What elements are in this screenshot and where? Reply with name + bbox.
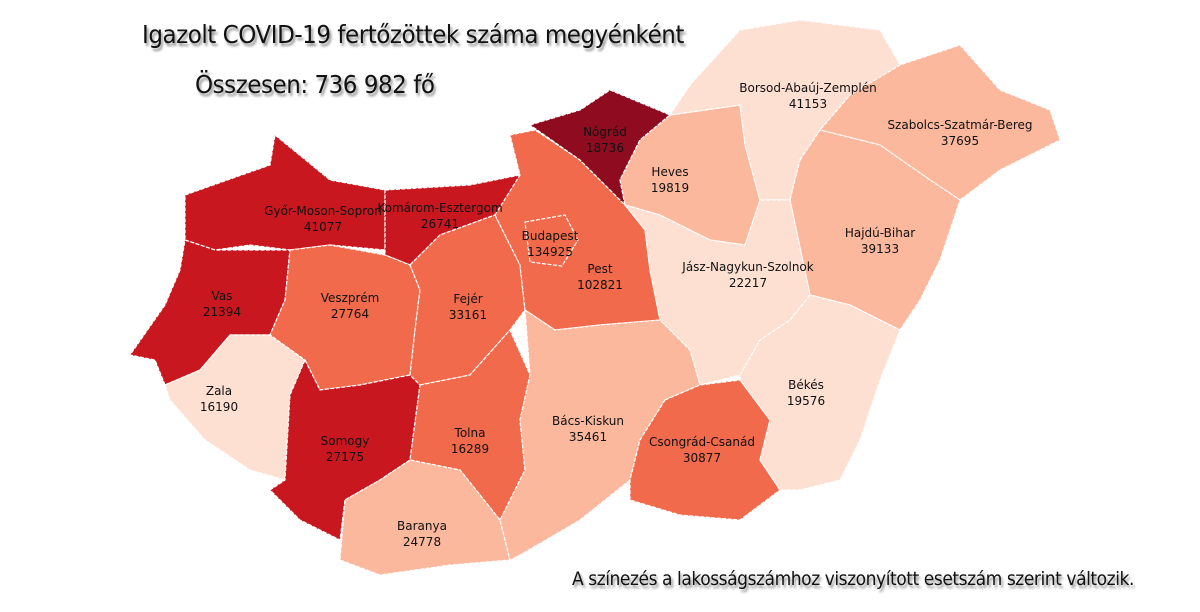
county-cases-budapest: 134925	[527, 245, 573, 259]
county-cases-vas: 21394	[203, 305, 241, 319]
county-cases-fejer: 33161	[449, 308, 487, 322]
county-cases-bacs: 35461	[569, 430, 607, 444]
county-cases-borsod: 41153	[789, 97, 827, 111]
county-cases-zala: 16190	[200, 400, 238, 414]
county-cases-komarom: 26741	[421, 217, 459, 231]
county-nograd	[528, 89, 672, 207]
county-name-budapest: Budapest	[522, 229, 579, 243]
county-fejer	[409, 214, 526, 386]
county-cases-veszprem: 27764	[331, 307, 369, 321]
county-name-heves: Heves	[651, 165, 688, 179]
county-name-nograd: Nógrád	[583, 125, 627, 139]
county-name-komarom: Komárom-Esztergom	[377, 201, 502, 215]
county-name-pest: Pest	[587, 262, 612, 276]
county-cases-szabolcs: 37695	[941, 134, 979, 148]
county-cases-jasz: 22217	[729, 276, 767, 290]
county-labels: Győr-Moson-Sopron 41077 Komárom-Esztergom 2…	[200, 81, 1033, 549]
county-cases-csongrad: 30877	[683, 451, 721, 465]
county-shapes	[128, 19, 1061, 576]
county-name-tolna: Tolna	[454, 426, 486, 440]
county-cases-pest: 102821	[577, 278, 623, 292]
county-name-somogy: Somogy	[321, 434, 370, 448]
county-name-csongrad: Csongrád-Csanád	[649, 435, 755, 449]
county-bekes	[739, 294, 901, 491]
county-cases-gyor: 41077	[304, 220, 342, 234]
county-cases-heves: 19819	[651, 181, 689, 195]
county-cases-nograd: 18736	[586, 141, 624, 155]
county-csongrad	[629, 379, 781, 521]
county-name-borsod: Borsod-Abaúj-Zemplén	[739, 81, 876, 95]
county-name-hajdu: Hajdú-Bihar	[845, 226, 915, 240]
county-cases-somogy: 27175	[326, 450, 364, 464]
county-name-gyor: Győr-Moson-Sopron	[264, 204, 382, 218]
total-cases: Összesen: 736 982 fő	[195, 70, 435, 99]
county-veszprem	[269, 244, 421, 391]
county-cases-tolna: 16289	[451, 442, 489, 456]
county-budapest	[524, 214, 579, 267]
county-name-fejer: Fejér	[453, 292, 482, 306]
map-title: Igazolt COVID-19 fertőzöttek száma megyé…	[142, 20, 684, 49]
county-hajdu	[789, 129, 961, 331]
county-cases-bekes: 19576	[787, 394, 825, 408]
county-name-zala: Zala	[206, 384, 232, 398]
county-name-jasz: Jász-Nagykun-Szolnok	[681, 260, 813, 274]
county-gyor	[184, 133, 386, 251]
county-name-vas: Vas	[212, 289, 233, 303]
county-cases-baranya: 24778	[403, 535, 441, 549]
county-name-bacs: Bács-Kiskun	[552, 414, 624, 428]
county-borsod	[668, 19, 901, 201]
county-name-bekes: Békés	[788, 378, 824, 392]
county-name-veszprem: Veszprém	[321, 291, 380, 305]
county-name-baranya: Baranya	[397, 519, 447, 533]
county-name-szabolcs: Szabolcs-Szatmár-Bereg	[887, 118, 1032, 132]
county-cases-hajdu: 39133	[861, 242, 899, 256]
coloring-note: A színezés a lakosságszámhoz viszonyítot…	[572, 568, 1134, 590]
